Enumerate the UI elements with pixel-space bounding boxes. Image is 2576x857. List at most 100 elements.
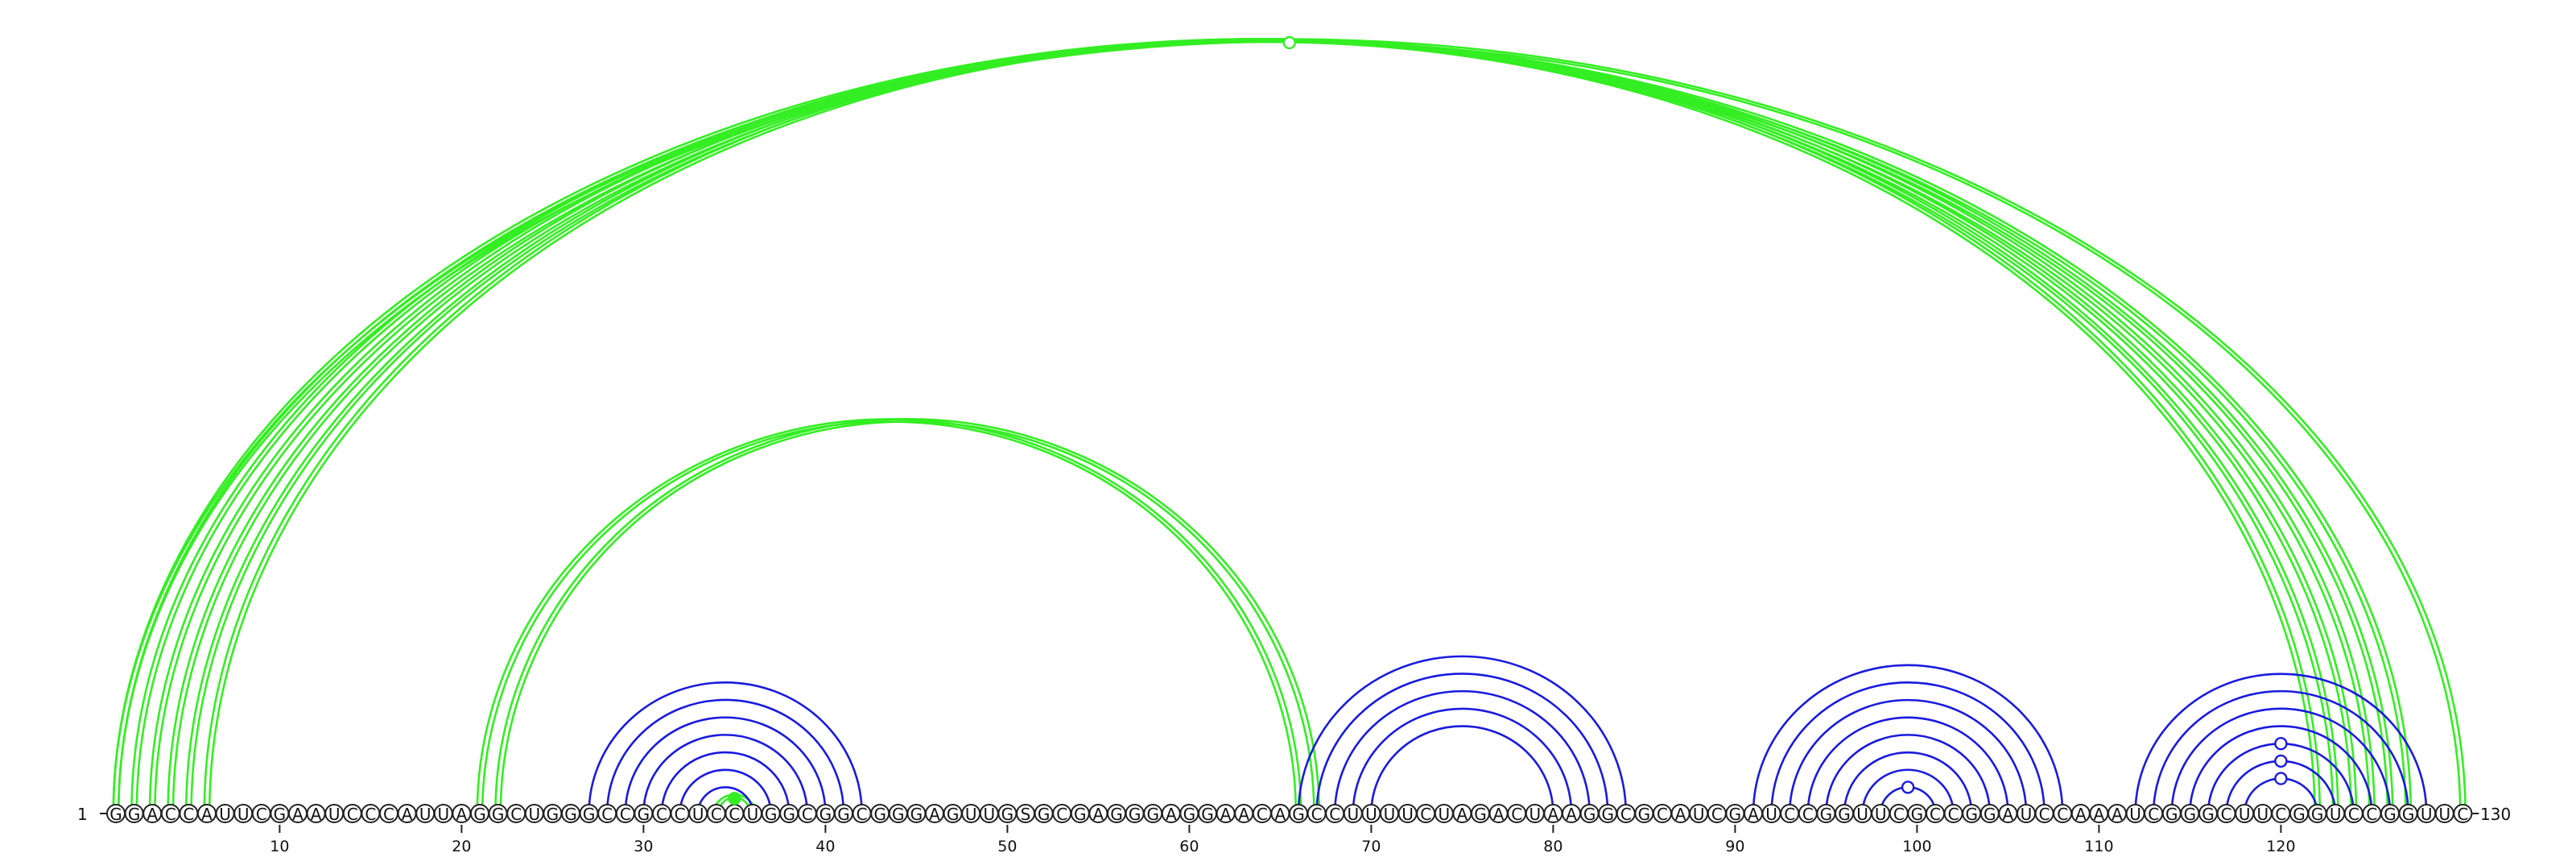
- nucleotide-53: C: [1052, 804, 1072, 824]
- nucleotide-letter: U: [2256, 805, 2268, 824]
- position-axis: 10 20 30 40 50 60 70 80 90 100 110 120: [270, 825, 2296, 855]
- base-pair-arcs: [112, 38, 2467, 814]
- nucleotide-129: U: [2434, 804, 2454, 824]
- nucleotide-letter: G: [873, 805, 886, 824]
- nucleotide-74: U: [1434, 804, 1454, 824]
- nucleotide-106: U: [2017, 804, 2036, 824]
- nucleotide-77: A: [1488, 804, 1509, 824]
- nucleotide-letter: C: [2457, 805, 2468, 824]
- nucleotide-letter: G: [1638, 805, 1651, 824]
- nucleotide-letter: G: [2184, 805, 2197, 824]
- nucleotide-118: U: [2235, 804, 2255, 824]
- nucleotide-26: G: [561, 804, 580, 824]
- green-pair-arc-3-125-1: [154, 40, 2371, 814]
- nucleotide-98: U: [1871, 804, 1891, 824]
- nucleotide-letter: A: [1238, 805, 1249, 824]
- nucleotide-65: A: [1270, 804, 1290, 824]
- nucleotide-69: U: [1343, 804, 1363, 824]
- nucleotide-letter: C: [1711, 805, 1723, 824]
- nucleotide-81: A: [1562, 804, 1581, 824]
- nucleotide-letter: C: [1420, 805, 1431, 824]
- green-arc-marker-1-130: [1282, 35, 1296, 50]
- nucleotide-letter: C: [1257, 805, 1268, 824]
- blue-arc-marker-118-122: [2274, 772, 2288, 785]
- nucleotide-letter: U: [1347, 805, 1359, 824]
- nucleotide-letter: G: [492, 805, 505, 824]
- green-pair-arc-1-127-1: [117, 40, 2407, 814]
- nucleotide-letter: G: [1583, 805, 1596, 824]
- nucleotide-9: C: [251, 804, 271, 824]
- nucleotide-19: U: [433, 804, 453, 824]
- nucleotide-25: G: [543, 804, 563, 824]
- nucleotide-83: G: [1598, 804, 1618, 824]
- nucleotide-letter: C: [1657, 805, 1668, 824]
- nucleotide-16: C: [379, 804, 398, 824]
- nucleotide-letter: C: [383, 805, 394, 824]
- nucleotide-109: A: [2070, 804, 2091, 824]
- nucleotide-5: C: [179, 804, 199, 824]
- nucleotide-letter: U: [2129, 805, 2141, 824]
- nucleotide-letter: C: [802, 805, 813, 824]
- nucleotide-40: G: [815, 804, 836, 824]
- blue-pair-arc-97-102: [1861, 768, 1955, 814]
- nucleotide-letter: A: [402, 805, 413, 824]
- nucleotide-letter: G: [547, 805, 559, 824]
- nucleotide-123: U: [2326, 804, 2346, 824]
- nucleotide-letter: G: [583, 805, 596, 824]
- nucleotide-letter: A: [1548, 805, 1559, 824]
- nucleotide-39: C: [797, 804, 817, 824]
- nucleotide-11: A: [288, 804, 308, 824]
- nucleotide-127: G: [2398, 804, 2418, 824]
- nucleotide-letter: G: [1183, 805, 1196, 824]
- nucleotide-7: U: [215, 804, 235, 824]
- nucleotide-51: S: [1016, 804, 1035, 824]
- nucleotide-letter: A: [1093, 805, 1104, 824]
- nucleotide-78: C: [1507, 804, 1527, 824]
- blue-pair-arc-96-103: [1843, 751, 1973, 814]
- nucleotide-56: G: [1107, 804, 1126, 824]
- nucleotide-21: G: [470, 804, 489, 824]
- nucleotide-letter: C: [2039, 805, 2050, 824]
- green-pair-arc-6-122-1: [208, 40, 2316, 814]
- nucleotide-120: C: [2271, 804, 2291, 824]
- nucleotide-43: G: [870, 804, 890, 824]
- nucleotide-13: U: [324, 804, 345, 824]
- nucleotide-letter: U: [2330, 805, 2342, 824]
- nucleotide-letter: C: [365, 805, 376, 824]
- nucleotide-circle: [2453, 804, 2473, 823]
- nucleotide-90: G: [1725, 804, 1745, 824]
- blue-pair-arc-69-81: [1352, 707, 1573, 814]
- nucleotide-121: G: [2289, 804, 2309, 824]
- nucleotide-letter: G: [1984, 805, 1996, 824]
- nucleotide-letter: C: [347, 805, 358, 824]
- blue-pair-arc-28-41: [605, 698, 845, 814]
- arc-markers: [728, 35, 2288, 805]
- nucleotide-letter: U: [328, 805, 341, 824]
- nucleotide-4: C: [160, 804, 180, 824]
- nucleotide-letter: G: [1820, 805, 1833, 824]
- green-pair-arc-1-130-1: [117, 40, 2462, 814]
- nucleotide-letter: C: [2221, 805, 2232, 824]
- nucleotide-letter: G: [2165, 805, 2178, 824]
- nucleotide-36: U: [743, 804, 762, 824]
- nucleotide-42: C: [852, 804, 872, 824]
- nucleotide-letter: A: [1220, 805, 1232, 824]
- nucleotide-letter: G: [1074, 805, 1087, 824]
- nucleotide-103: G: [1962, 804, 1982, 824]
- nucleotide-letter: A: [1493, 805, 1505, 824]
- nucleotide-letter: G: [837, 805, 850, 824]
- nucleotide-letter: C: [2057, 805, 2068, 824]
- nucleotide-66: G: [1289, 804, 1308, 824]
- nucleotide-55: A: [1088, 804, 1108, 824]
- blue-pair-arc-68-82: [1333, 689, 1591, 814]
- nucleotide-letter: A: [929, 805, 940, 824]
- nucleotide-84: C: [1616, 804, 1636, 824]
- nucleotide-letter: A: [2075, 805, 2087, 824]
- nucleotide-111: A: [2107, 804, 2127, 824]
- nucleotide-letter: C: [510, 805, 522, 824]
- nucleotide-letter: G: [765, 805, 778, 824]
- nucleotide-letter: G: [128, 805, 141, 824]
- nucleotide-letter: G: [1146, 805, 1159, 824]
- nucleotide-93: C: [1780, 804, 1800, 824]
